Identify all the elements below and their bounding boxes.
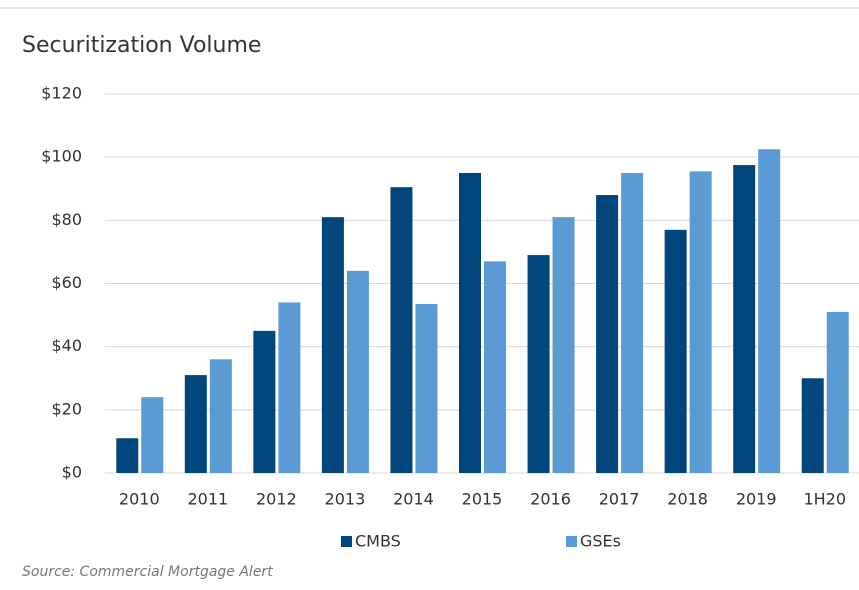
x-tick-label: 2019 [736, 490, 777, 509]
bar [801, 378, 824, 473]
bar [253, 330, 276, 473]
bar [621, 172, 644, 474]
bar [184, 375, 207, 473]
source-note: Source: Commercial Mortgage Alert [22, 564, 273, 580]
bar [552, 217, 575, 473]
bar [415, 304, 438, 473]
x-tick-label: 2017 [599, 490, 640, 509]
bar [527, 255, 550, 473]
y-tick-label: $0 [62, 463, 82, 482]
x-tick-label: 1H20 [803, 490, 846, 509]
bar [664, 229, 687, 473]
bar [278, 302, 301, 473]
y-tick-label: $120 [41, 84, 82, 103]
legend-swatch [341, 536, 352, 547]
x-tick-label: 2013 [325, 490, 366, 509]
y-tick-label: $60 [51, 273, 82, 292]
bar [689, 171, 712, 474]
bar [321, 217, 344, 473]
bar [484, 261, 506, 473]
bar [390, 187, 413, 473]
legend-label: GSEs [580, 532, 621, 551]
x-tick-label: 2018 [667, 490, 708, 509]
y-tick-label: $20 [51, 399, 82, 418]
x-tick-label: 2011 [187, 490, 228, 509]
x-tick-label: 2014 [393, 490, 434, 509]
bar [459, 172, 481, 474]
legend-swatch [566, 536, 577, 547]
bar [596, 195, 619, 474]
x-tick-label: 2010 [119, 490, 160, 509]
y-tick-label: $40 [51, 336, 82, 355]
x-tick-label: 2012 [256, 490, 297, 509]
bar [116, 438, 139, 473]
y-tick-label: $80 [51, 210, 82, 229]
y-tick-label: $100 [41, 147, 82, 166]
bar [826, 311, 849, 473]
bar [209, 359, 232, 473]
bar [141, 397, 164, 473]
bar [733, 165, 756, 473]
chart-title: Securitization Volume [22, 33, 261, 58]
x-tick-label: 2016 [530, 490, 571, 509]
x-tick-label: 2015 [462, 490, 503, 509]
bar [346, 270, 369, 473]
bar [758, 149, 781, 474]
legend-label: CMBS [355, 532, 401, 551]
